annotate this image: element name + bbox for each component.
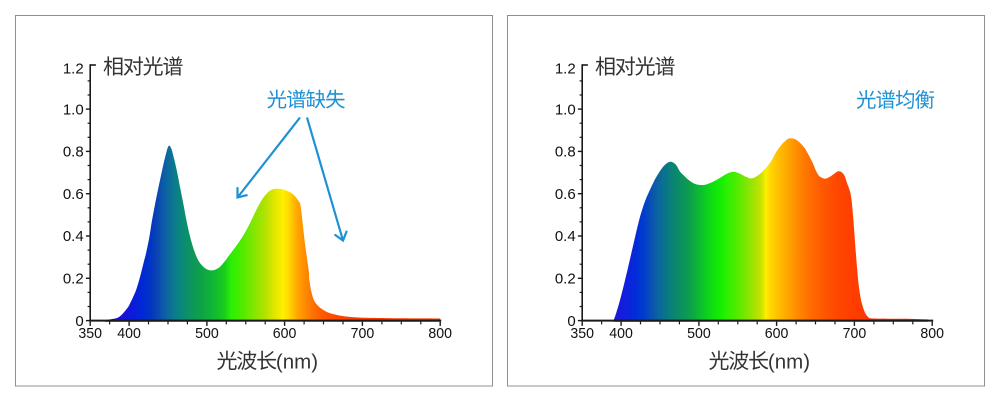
svg-text:350: 350 — [570, 325, 594, 342]
svg-text:700: 700 — [351, 325, 375, 342]
svg-text:0.6: 0.6 — [555, 186, 576, 203]
svg-text:0.8: 0.8 — [555, 144, 576, 161]
svg-text:0.4: 0.4 — [63, 228, 84, 245]
svg-text:400: 400 — [117, 325, 141, 342]
svg-text:0: 0 — [75, 313, 83, 330]
svg-text:700: 700 — [843, 325, 867, 342]
svg-text:(nm): (nm) — [768, 350, 810, 373]
svg-text:0.2: 0.2 — [63, 271, 84, 288]
svg-text:600: 600 — [273, 325, 297, 342]
svg-text:800: 800 — [920, 325, 944, 342]
svg-text:0.8: 0.8 — [63, 144, 84, 161]
svg-text:500: 500 — [687, 325, 711, 342]
svg-text:500: 500 — [195, 325, 219, 342]
svg-text:0: 0 — [567, 313, 575, 330]
svg-text:400: 400 — [609, 325, 633, 342]
svg-text:600: 600 — [765, 325, 789, 342]
svg-text:1.0: 1.0 — [555, 101, 576, 118]
svg-text:0.6: 0.6 — [63, 186, 84, 203]
svg-text:1.0: 1.0 — [63, 101, 84, 118]
svg-text:0.4: 0.4 — [555, 228, 576, 245]
svg-text:350: 350 — [78, 325, 102, 342]
svg-text:1.2: 1.2 — [555, 61, 576, 78]
svg-text:(nm): (nm) — [276, 350, 318, 373]
svg-text:800: 800 — [428, 325, 452, 342]
svg-text:0.2: 0.2 — [555, 271, 576, 288]
svg-text:1.2: 1.2 — [63, 61, 84, 78]
